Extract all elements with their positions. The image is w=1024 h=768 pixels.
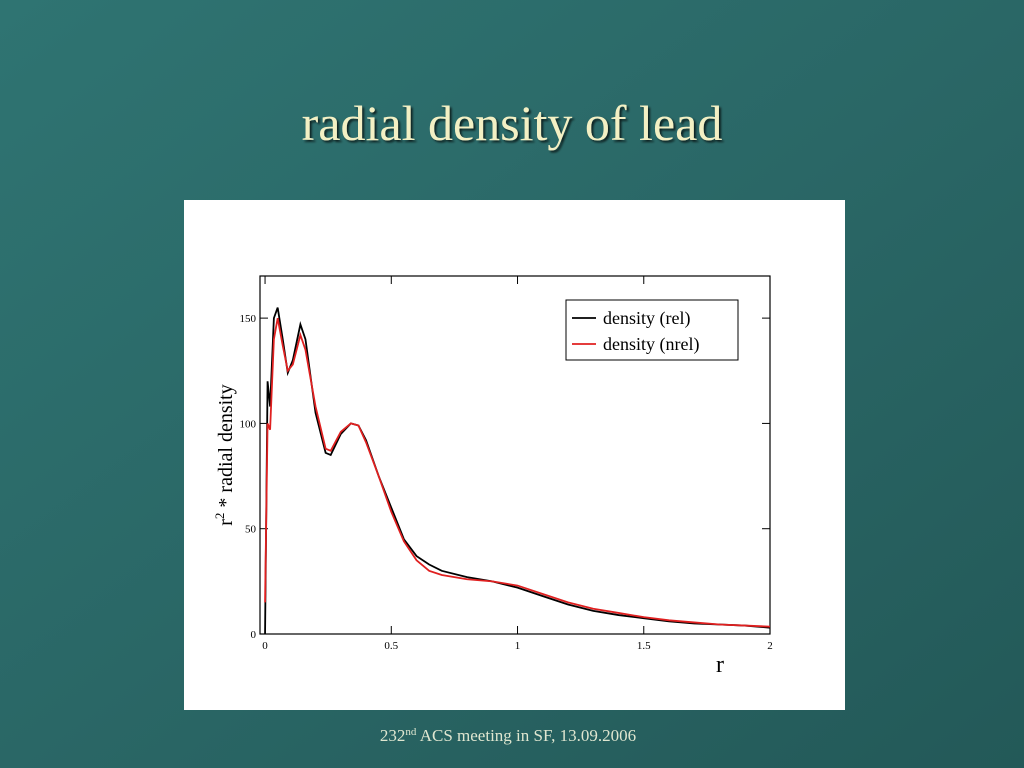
series-line xyxy=(264,317,771,628)
legend-label: density (nrel) xyxy=(603,334,699,355)
y-label-text: * radial density xyxy=(215,384,237,512)
footer-text: ACS meeting in SF, 13.09.2006 xyxy=(416,726,636,745)
slide-title: radial density of lead xyxy=(302,95,723,151)
x-axis-label: r xyxy=(716,652,724,678)
footer-number: 232 xyxy=(380,726,406,745)
footer-suffix: nd xyxy=(405,726,417,738)
y-axis-label: r2 * radial density xyxy=(212,384,237,525)
x-tick-label: 1 xyxy=(515,640,521,652)
y-label-exponent: 2 xyxy=(212,513,227,520)
y-tick-label: 0 xyxy=(251,629,257,641)
x-tick-label: 0.5 xyxy=(384,640,398,652)
x-tick-label: 1.5 xyxy=(637,640,651,652)
legend-label: density (rel) xyxy=(603,308,690,329)
x-tick-label: 0 xyxy=(262,640,268,652)
x-tick-label: 2 xyxy=(767,640,773,652)
footer: 232nd ACS meeting in SF, 13.09.2006 xyxy=(380,726,636,745)
legend-box xyxy=(565,299,739,361)
y-tick-label: 50 xyxy=(245,524,257,536)
y-tick-label: 150 xyxy=(240,313,257,325)
y-label-base: r xyxy=(215,519,237,526)
plot-frame xyxy=(259,275,771,635)
y-tick-label: 100 xyxy=(240,418,257,430)
